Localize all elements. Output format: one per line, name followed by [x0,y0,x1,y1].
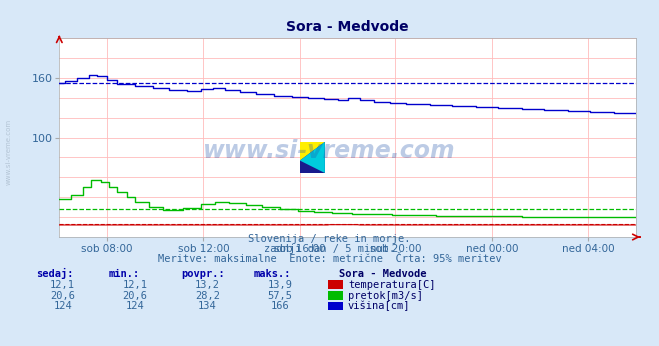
Text: 12,1: 12,1 [123,280,148,290]
Text: povpr.:: povpr.: [181,269,225,279]
Text: min.:: min.: [109,269,140,279]
Text: Slovenija / reke in morje.: Slovenija / reke in morje. [248,234,411,244]
Text: 124: 124 [126,301,144,311]
Text: 57,5: 57,5 [268,291,293,301]
Text: 20,6: 20,6 [50,291,75,301]
Text: sedaj:: sedaj: [36,268,74,279]
Text: Meritve: maksimalne  Enote: metrične  Črta: 95% meritev: Meritve: maksimalne Enote: metrične Črta… [158,254,501,264]
Text: pretok[m3/s]: pretok[m3/s] [348,291,423,301]
Text: maks.:: maks.: [254,269,291,279]
Text: 13,2: 13,2 [195,280,220,290]
Text: www.si-vreme.com: www.si-vreme.com [5,119,12,185]
Text: 28,2: 28,2 [195,291,220,301]
Text: višina[cm]: višina[cm] [348,301,411,311]
Text: 20,6: 20,6 [123,291,148,301]
Text: www.si-vreme.com: www.si-vreme.com [203,138,456,163]
Text: 134: 134 [198,301,217,311]
Text: zadnji dan / 5 minut.: zadnji dan / 5 minut. [264,244,395,254]
Text: 166: 166 [271,301,289,311]
Polygon shape [300,142,325,173]
Polygon shape [300,142,325,161]
Text: temperatura[C]: temperatura[C] [348,280,436,290]
Text: Sora - Medvode: Sora - Medvode [339,269,427,279]
Text: 13,9: 13,9 [268,280,293,290]
Title: Sora - Medvode: Sora - Medvode [286,20,409,34]
Text: 12,1: 12,1 [50,280,75,290]
Text: 124: 124 [53,301,72,311]
